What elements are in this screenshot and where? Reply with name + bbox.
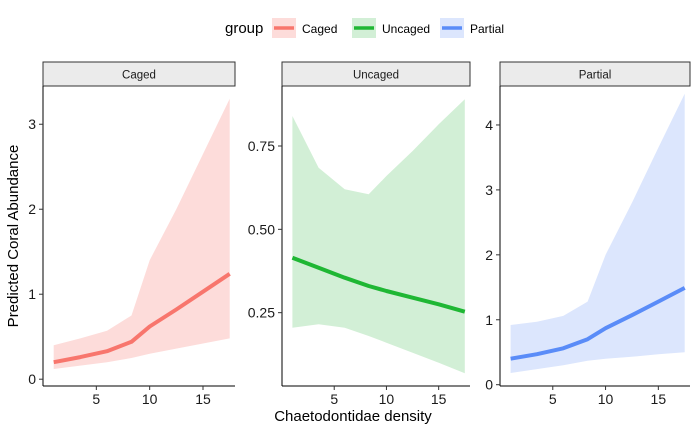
x-tick-label: 5 [92,391,100,407]
legend-title: group [225,20,263,37]
y-axis-title: Predicted Coral Abundance [5,145,22,328]
legend-items: Caged Uncaged Partial [272,18,504,38]
legend-item-uncaged: Uncaged [352,18,430,38]
confidence-band [292,99,465,374]
legend: group Caged Uncaged Partial [225,18,504,38]
y-tick-label: 2 [485,247,493,263]
legend-label: Uncaged [382,22,430,36]
prediction-line [510,286,686,361]
y-tick-label: 0.25 [248,305,275,321]
facet-strip [499,61,691,87]
x-tick-label: 10 [598,391,614,407]
x-tick-label: 10 [142,391,158,407]
y-tick-label: 4 [485,117,493,133]
x-tick-label: 5 [549,391,557,407]
prediction-line [53,272,231,365]
y-tick-label: 2 [28,201,36,217]
facet-strip-label: Partial [579,70,612,82]
facet-strip [42,61,236,87]
facet-strip-label: Uncaged [353,70,399,82]
x-tick-label: 15 [651,391,667,407]
confidence-band [53,98,230,369]
facet-strip-label: Caged [122,70,156,82]
x-tick-label: 15 [195,391,211,407]
x-tick-label: 10 [379,391,395,407]
y-tick-label: 0 [28,371,36,387]
panel-uncaged: Uncaged 0.25 0.50 0.75 5 10 15 [248,61,471,407]
y-tick-label: 1 [485,312,493,328]
facet-strip [281,61,471,87]
prediction-line [291,255,466,314]
legend-label: Partial [470,22,504,36]
x-axis-title: Chaetodontidae density [274,408,432,425]
y-tick-label: 3 [485,182,493,198]
x-tick-label: 15 [431,391,447,407]
confidence-band [510,93,685,374]
y-tick-label: 3 [28,116,36,132]
x-tick-label: 5 [330,391,338,407]
y-tick-label: 0.75 [248,138,275,154]
panel-caged: Caged 0 1 2 3 5 10 15 [28,61,236,407]
y-tick-label: 1 [28,286,36,302]
y-tick-label: 0.50 [248,221,275,237]
legend-item-caged: Caged [272,18,337,38]
y-tick-label: 0 [485,377,493,393]
legend-label: Caged [302,22,337,36]
panel-partial: Partial 0 1 2 3 4 5 10 15 [485,61,691,407]
legend-item-partial: Partial [440,18,504,38]
